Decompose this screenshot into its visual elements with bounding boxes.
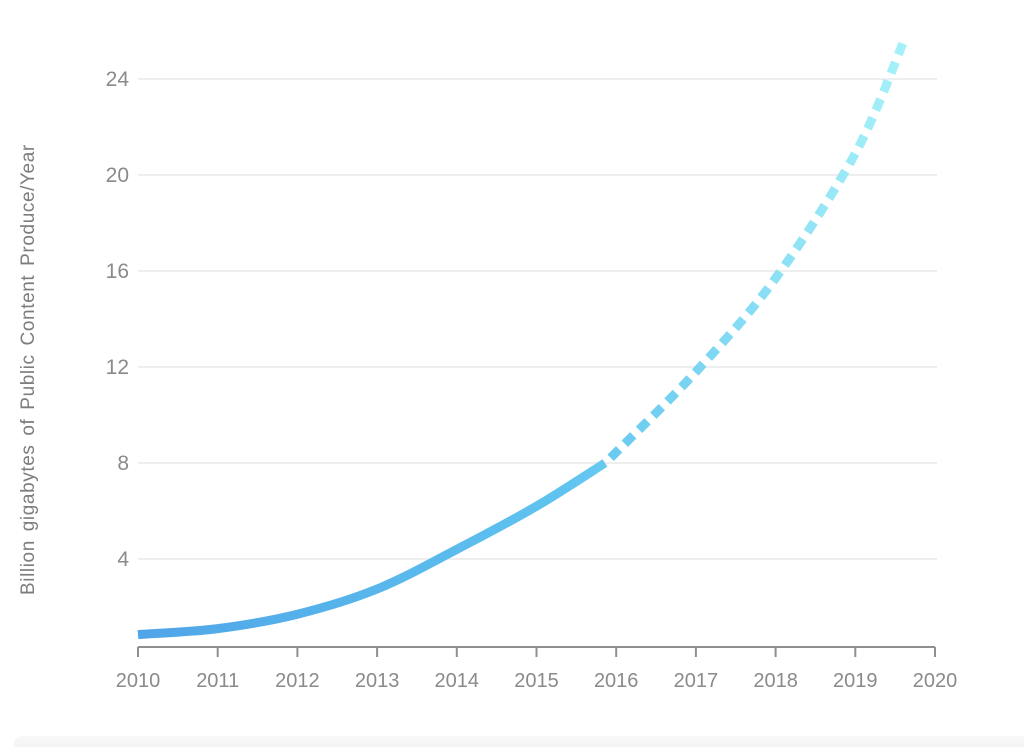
x-tick-label: 2017 (674, 670, 719, 692)
y-tick-label: 24 (106, 68, 130, 91)
x-tick-label: 2020 (913, 670, 958, 692)
x-tick-label: 2012 (275, 670, 320, 692)
y-tick-label: 8 (117, 452, 129, 475)
x-tick-label: 2010 (116, 670, 161, 692)
x-tick-label: 2018 (753, 670, 798, 692)
bottom-panel-edge (14, 736, 1024, 747)
x-tick-label: 2019 (833, 670, 878, 692)
x-tick-label: 2011 (196, 670, 239, 692)
data-line-historical (137, 459, 608, 640)
x-tick-label: 2013 (355, 670, 400, 692)
y-tick-label: 12 (106, 356, 129, 379)
y-tick-label: 20 (106, 164, 129, 187)
x-tick-label: 2015 (514, 670, 559, 692)
y-tick-label: 4 (117, 548, 129, 571)
x-tick-label: 2016 (594, 670, 639, 692)
y-tick-label: 16 (106, 260, 129, 283)
data-line-projected (600, 41, 908, 468)
x-tick-label: 2014 (435, 670, 480, 692)
